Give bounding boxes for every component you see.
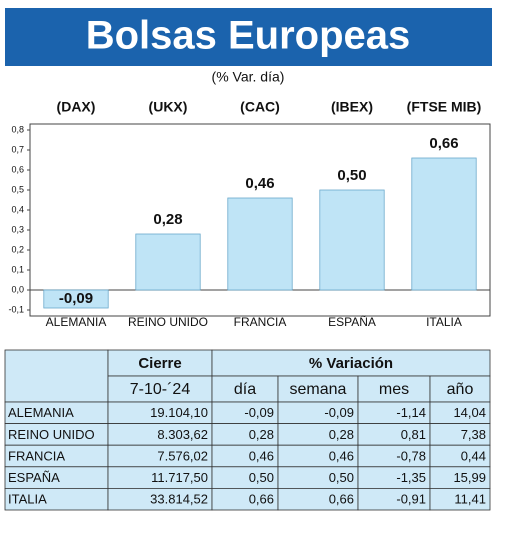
bar xyxy=(319,189,385,291)
table-value: -0,91 xyxy=(396,492,426,507)
table-value: 15,99 xyxy=(453,470,486,485)
bar xyxy=(227,197,293,291)
y-tick-label: 0,1 xyxy=(11,264,24,274)
x-tick-label: ITALIA xyxy=(426,315,462,329)
table-row-label: ITALIA xyxy=(8,492,47,507)
table-cell xyxy=(429,375,491,403)
chart-subtitle: (% Var. día) xyxy=(212,69,285,85)
table-value: 11,41 xyxy=(454,492,486,507)
table-subheader: mes xyxy=(379,381,409,398)
table-value: 0,46 xyxy=(329,448,354,463)
table-value: -0,09 xyxy=(324,405,354,420)
table-row-label: ALEMANIA xyxy=(8,405,74,420)
table-value: -1,14 xyxy=(396,405,426,420)
data-label: -0,09 xyxy=(59,290,93,307)
table-value: 0,66 xyxy=(249,492,274,507)
title-banner xyxy=(5,8,492,66)
x-tick-label: FRANCIA xyxy=(234,315,287,329)
table-cell xyxy=(107,375,213,403)
bar xyxy=(135,233,201,291)
table-subheader: 7-10-´24 xyxy=(130,381,191,398)
index-label: (FTSE MIB) xyxy=(407,99,482,115)
chart-title: Bolsas Europeas xyxy=(86,14,411,58)
y-tick-label: 0,7 xyxy=(11,144,24,154)
x-tick-label: ALEMANIA xyxy=(46,315,107,329)
y-tick-label: 0,6 xyxy=(11,164,24,174)
table-value: 7,38 xyxy=(461,427,486,442)
data-label: 0,66 xyxy=(429,135,458,152)
y-tick-label: 0,3 xyxy=(11,224,24,234)
table-value: 8.303,62 xyxy=(157,427,208,442)
index-label: (CAC) xyxy=(240,99,280,115)
y-tick-label: 0,0 xyxy=(11,284,24,294)
bar xyxy=(411,157,477,291)
data-label: 0,50 xyxy=(337,167,366,184)
table-value: 0,28 xyxy=(249,427,274,442)
table-value: 0,44 xyxy=(461,448,486,463)
table-value: 11.717,50 xyxy=(151,470,208,485)
table-value: 19.104,10 xyxy=(150,405,208,420)
table-subheader: día xyxy=(234,381,256,398)
index-label: (DAX) xyxy=(57,99,96,115)
table-value: 7.576,02 xyxy=(157,448,208,463)
y-tick-label: 0,8 xyxy=(11,124,24,134)
table-value: 0,81 xyxy=(401,427,426,442)
table-value: 14,04 xyxy=(453,405,486,420)
index-label: (UKX) xyxy=(149,99,188,115)
table-header: Cierre xyxy=(138,355,181,372)
table-value: -1,35 xyxy=(396,470,426,485)
y-tick-label: 0,4 xyxy=(11,204,24,214)
table-cell xyxy=(4,349,109,403)
index-label: (IBEX) xyxy=(331,99,373,115)
table-subheader: semana xyxy=(290,381,347,398)
x-tick-label: REINO UNIDO xyxy=(128,315,208,329)
table-value: 0,50 xyxy=(329,470,354,485)
x-tick-label: ESPAÑA xyxy=(328,315,376,329)
table-value: 0,50 xyxy=(249,470,274,485)
table-cell xyxy=(429,487,491,511)
y-tick-label: 0,2 xyxy=(11,244,24,254)
table-subheader: año xyxy=(447,381,474,398)
data-label: 0,46 xyxy=(245,175,274,192)
data-label: 0,28 xyxy=(153,211,182,228)
table-row-label: ESPAÑA xyxy=(8,470,60,485)
bar xyxy=(43,289,109,309)
table-value: -0,09 xyxy=(244,405,274,420)
table-cell xyxy=(211,349,491,377)
y-tick-label: 0,5 xyxy=(11,184,24,194)
table-value: 0,66 xyxy=(329,492,354,507)
table-value: 0,28 xyxy=(329,427,354,442)
table-value: 33.814,52 xyxy=(150,492,208,507)
table-row-label: REINO UNIDO xyxy=(8,427,95,442)
table-header: % Variación xyxy=(309,355,393,372)
table-row-label: FRANCIA xyxy=(8,448,65,463)
y-tick-label: -0,1 xyxy=(8,304,24,314)
table-value: -0,78 xyxy=(396,448,426,463)
table-value: 0,46 xyxy=(249,448,274,463)
